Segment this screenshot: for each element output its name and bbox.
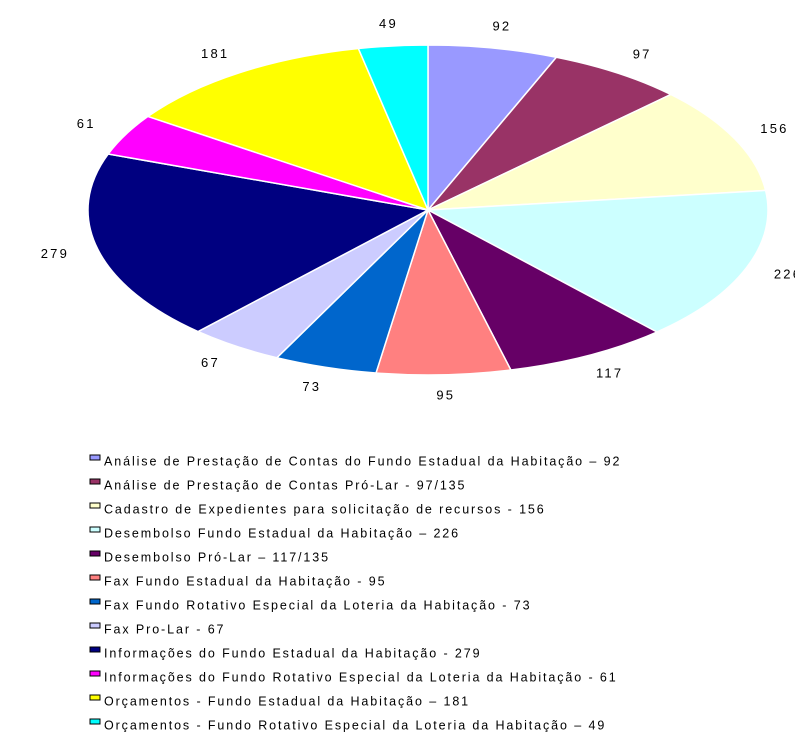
legend-swatch bbox=[89, 454, 101, 461]
pie-slice bbox=[374, 208, 513, 376]
pie-slice bbox=[146, 47, 430, 212]
legend-swatch bbox=[89, 598, 101, 605]
legend-swatch bbox=[89, 622, 101, 629]
legend-label: Fax Fundo Rotativo Especial da Loteria d… bbox=[104, 598, 531, 612]
legend-label: Orçamentos - Fundo Rotativo Especial da … bbox=[104, 718, 606, 732]
legend-swatch bbox=[89, 478, 101, 485]
pie-slice bbox=[357, 44, 429, 211]
data-label: 95 bbox=[436, 388, 455, 403]
legend-label: Cadastro de Expedientes para solicitação… bbox=[104, 502, 546, 516]
legend-swatch bbox=[89, 718, 101, 725]
data-label: 73 bbox=[302, 379, 321, 394]
pie-slice bbox=[425, 189, 769, 333]
data-label: 279 bbox=[41, 246, 69, 261]
data-label: 67 bbox=[201, 355, 220, 370]
legend-swatch bbox=[89, 670, 101, 677]
legend-label: Desembolso Pró-Lar – 117/135 bbox=[104, 550, 330, 564]
data-label: 117 bbox=[596, 366, 623, 381]
legend-swatch bbox=[89, 694, 101, 701]
legend-swatch bbox=[89, 502, 101, 509]
pie-slice bbox=[426, 208, 659, 371]
pie-slice bbox=[427, 93, 767, 211]
data-label: 226 bbox=[774, 267, 795, 282]
pie-slice bbox=[427, 44, 558, 213]
legend-label: Orçamentos - Fundo Estadual da Habitação… bbox=[104, 694, 470, 708]
legend-swatch bbox=[89, 550, 101, 557]
legend-label: Desembolso Fundo Estadual da Habitação –… bbox=[104, 526, 460, 540]
legend-swatch bbox=[89, 574, 101, 581]
pie-slice bbox=[427, 56, 673, 211]
legend-label: Fax Fundo Estadual da Habitação - 95 bbox=[104, 574, 386, 588]
legend-label: Análise de Prestação de Contas Pró-Lar -… bbox=[104, 478, 466, 492]
legend-swatch bbox=[89, 646, 101, 653]
data-label: 92 bbox=[492, 18, 511, 33]
data-label: 181 bbox=[201, 46, 229, 61]
legend-swatch bbox=[89, 526, 101, 533]
data-label: 61 bbox=[77, 116, 96, 131]
legend-label: Fax Pro-Lar - 67 bbox=[104, 622, 225, 636]
data-label: 49 bbox=[379, 16, 398, 31]
legend-label: Informações do Fundo Estadual da Habitaç… bbox=[104, 646, 482, 660]
data-label: 156 bbox=[760, 121, 788, 136]
pie-slice bbox=[87, 153, 431, 333]
legend-label: Informações do Fundo Rotativo Especial d… bbox=[104, 670, 618, 684]
data-label: 97 bbox=[633, 47, 652, 62]
legend-label: Análise de Prestação de Contas do Fundo … bbox=[104, 454, 621, 468]
